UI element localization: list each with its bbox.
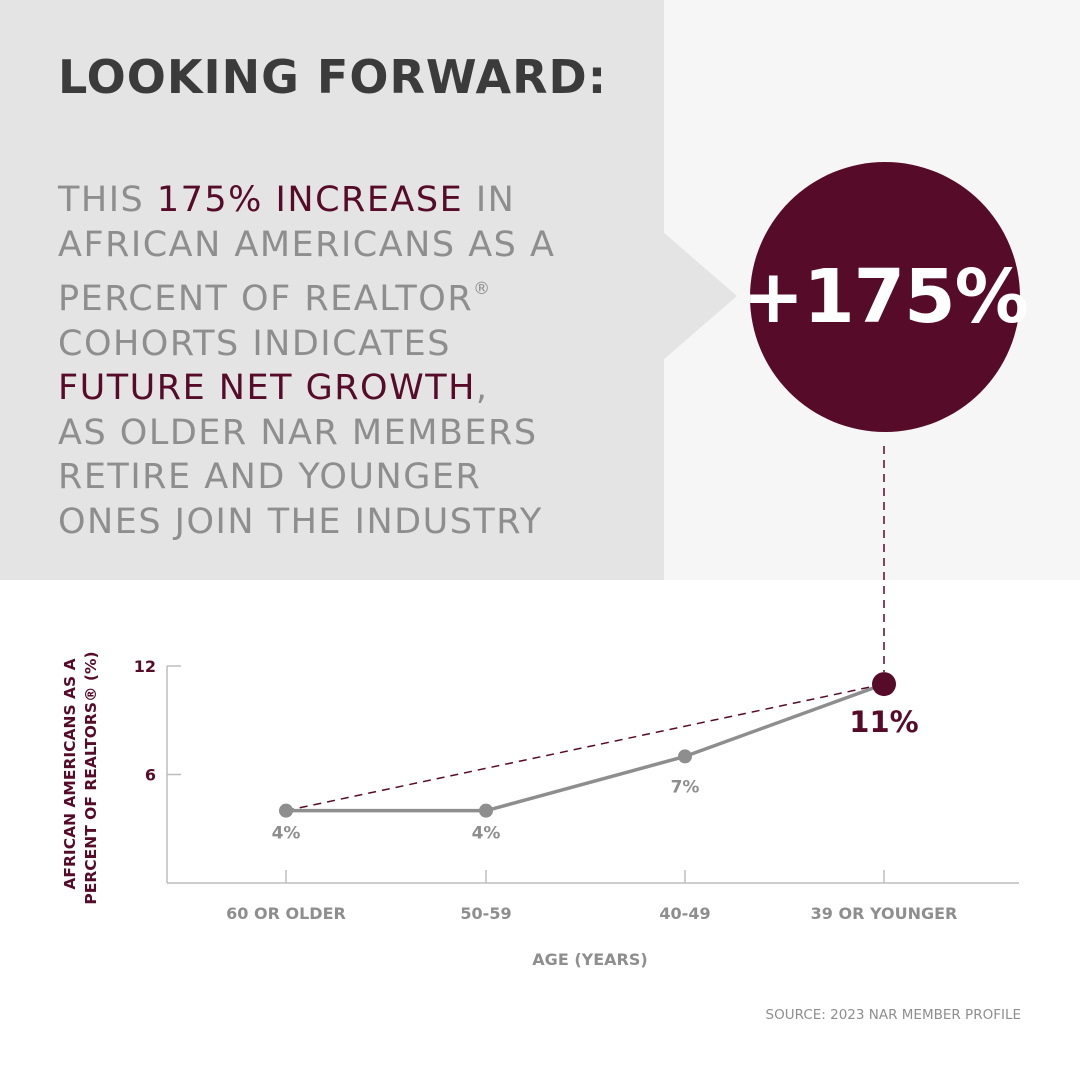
data-labels: 4% 4% 7% 11% [272,705,919,844]
statement-line-5: FUTURE NET GROWTH, [58,368,489,408]
panel-pointer-arrow [663,232,737,360]
y-axis-label-line-1: AFRICAN AMERICANS AS A [61,658,79,889]
data-point [279,803,293,818]
highlight-increase: 175% INCREASE [156,180,464,220]
x-tick-label: 40-49 [659,904,710,923]
x-tick-label: 50-59 [460,904,511,923]
highlight-growth: FUTURE NET GROWTH [58,368,476,408]
data-label: 4% [472,824,501,844]
trend-line [285,683,885,812]
statement-panel [0,0,664,580]
data-point [479,803,493,818]
statement-text: THIS 175% INCREASE IN AFRICAN AMERICANS … [58,178,658,544]
statement-line-8: ONES JOIN THE INDUSTRY [58,501,543,542]
statement-line-3: PERCENT OF REALTOR® [58,279,492,319]
data-point [678,749,692,764]
data-points [279,672,896,818]
statement-line-2: AFRICAN AMERICANS AS A [58,224,556,265]
x-tick-label: 60 OR OLDER [226,904,346,923]
y-ticks: 6 12 [134,657,181,785]
data-label: 11% [849,705,918,739]
statement-line-7: RETIRE AND YOUNGER [58,457,482,497]
page-title: LOOKING FORWARD: [58,50,608,104]
registered-mark: ® [473,279,492,299]
statement-line-6: AS OLDER NAR MEMBERS [58,412,538,453]
data-label: 7% [671,777,700,797]
statement-line-4: COHORTS INDICATES [58,323,451,364]
callout-value: +175% [742,254,1029,340]
x-axis-label: AGE (YEARS) [532,950,647,969]
y-tick-label: 6 [145,766,156,785]
statement-line-1: THIS 175% INCREASE IN [58,180,516,220]
callout-circle: +175% [742,162,1029,432]
y-axis-label-line-2: PERCENT OF REALTORS® (%) [82,651,100,904]
y-tick-label: 12 [134,657,156,676]
x-ticks: 60 OR OLDER 50-59 40-49 39 OR YOUNGER [226,870,957,923]
x-tick-label: 39 OR YOUNGER [811,904,958,923]
data-point [872,672,896,697]
data-label: 4% [272,824,301,844]
series-line [286,682,885,813]
source-note: SOURCE: 2023 NAR MEMBER PROFILE [765,1007,1021,1023]
